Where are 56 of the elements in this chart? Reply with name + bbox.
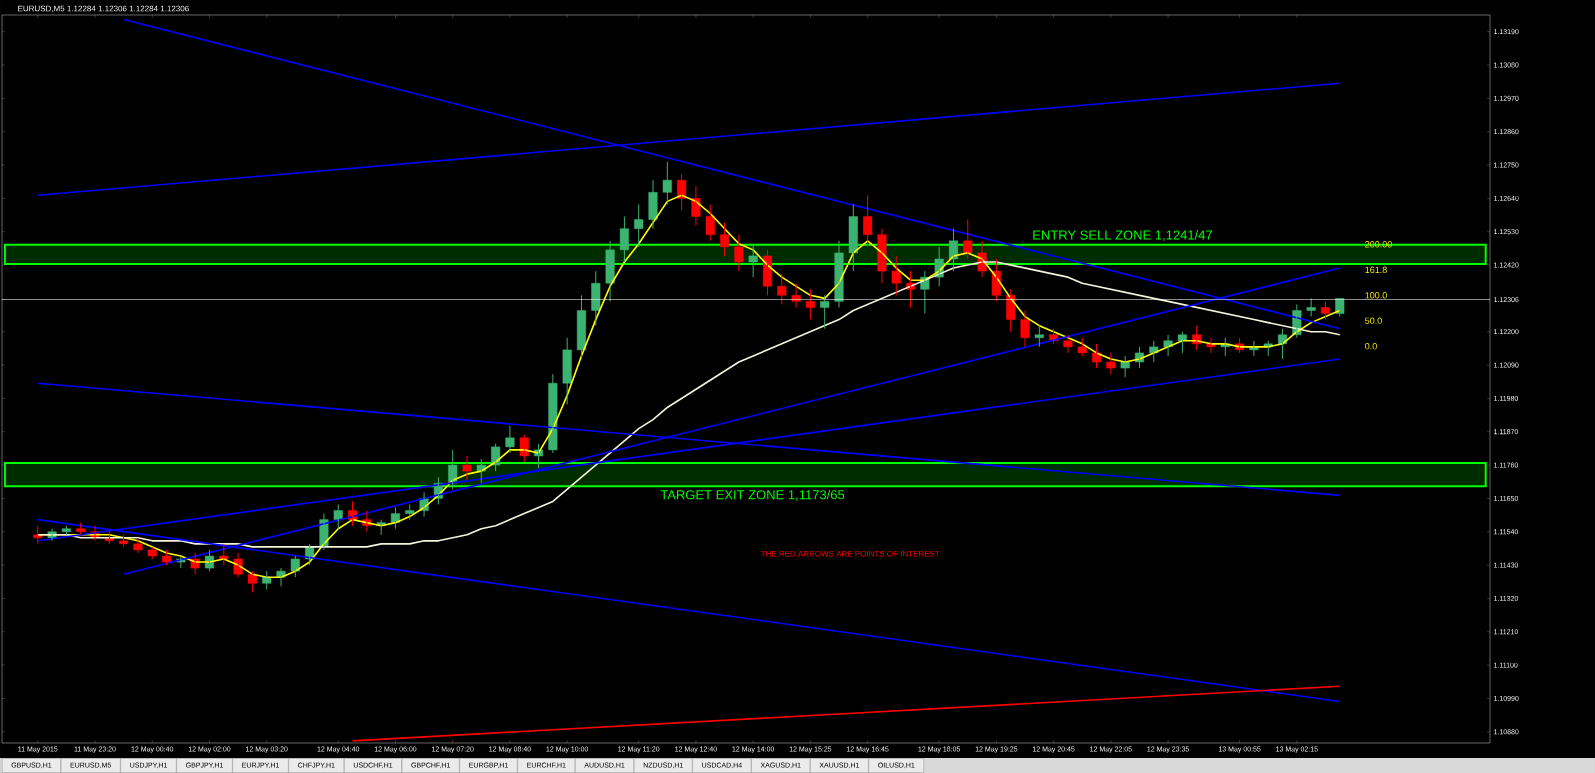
candlestick bbox=[662, 161, 672, 205]
candlestick bbox=[777, 273, 787, 305]
candlestick bbox=[1106, 352, 1116, 375]
candlestick bbox=[262, 570, 272, 590]
candlestick bbox=[805, 288, 815, 321]
candlestick bbox=[619, 216, 629, 263]
text: 0.0 bbox=[1365, 343, 1377, 350]
band-label: TARGET EXIT ZONE 1,1173/65 bbox=[660, 489, 845, 501]
candlestick bbox=[634, 203, 644, 248]
text: 161.8 bbox=[1365, 266, 1387, 273]
candlestick bbox=[1335, 297, 1345, 318]
candlestick bbox=[290, 555, 300, 578]
candlestick bbox=[1092, 343, 1102, 369]
chart-title: EURUSD,M5 1.12284 1.12306 1.12284 1.12306 bbox=[18, 5, 189, 13]
candlestick bbox=[1077, 337, 1087, 357]
candlestick bbox=[133, 537, 143, 554]
candlestick bbox=[505, 425, 515, 454]
annotation: THE RED ARROWS ARE POINTS OF INTEREST bbox=[760, 550, 940, 557]
candlestick bbox=[61, 525, 71, 536]
candlestick bbox=[462, 455, 472, 481]
candlestick bbox=[405, 503, 415, 521]
text: 200.00 bbox=[1365, 241, 1392, 248]
candlestick bbox=[76, 522, 86, 536]
candlestick bbox=[1177, 331, 1187, 354]
candlestick bbox=[562, 337, 572, 405]
candlestick bbox=[333, 503, 343, 530]
candlestick bbox=[147, 546, 157, 560]
candlestick bbox=[1320, 300, 1331, 321]
candlestick bbox=[1306, 297, 1316, 318]
candlestick bbox=[219, 543, 229, 566]
candlestick bbox=[519, 434, 529, 463]
candlestick bbox=[677, 173, 687, 211]
candlestick bbox=[1063, 334, 1073, 354]
candlestick bbox=[119, 534, 129, 548]
candlestick bbox=[247, 570, 257, 593]
candlestick bbox=[1034, 325, 1044, 348]
candlestick bbox=[848, 203, 858, 272]
candlestick bbox=[734, 234, 744, 272]
text: 100.0 bbox=[1365, 292, 1387, 299]
text: 50.0 bbox=[1365, 317, 1382, 324]
candlestick bbox=[991, 258, 1001, 302]
candlestick bbox=[963, 219, 973, 260]
candlestick bbox=[1120, 355, 1130, 378]
band-label: ENTRY SELL ZONE 1,1241/47 bbox=[1033, 230, 1212, 242]
candlestick bbox=[820, 294, 830, 330]
candlestick bbox=[491, 443, 501, 472]
candlestick bbox=[720, 222, 730, 257]
candlestick bbox=[591, 270, 601, 327]
candlestick bbox=[705, 203, 715, 242]
candlestick bbox=[1149, 340, 1159, 363]
candlestick bbox=[448, 449, 458, 490]
candlestick bbox=[891, 255, 901, 296]
candlestick bbox=[863, 194, 873, 248]
candlestick bbox=[1163, 334, 1173, 357]
candlestick bbox=[748, 243, 758, 278]
candlestick bbox=[162, 549, 172, 566]
